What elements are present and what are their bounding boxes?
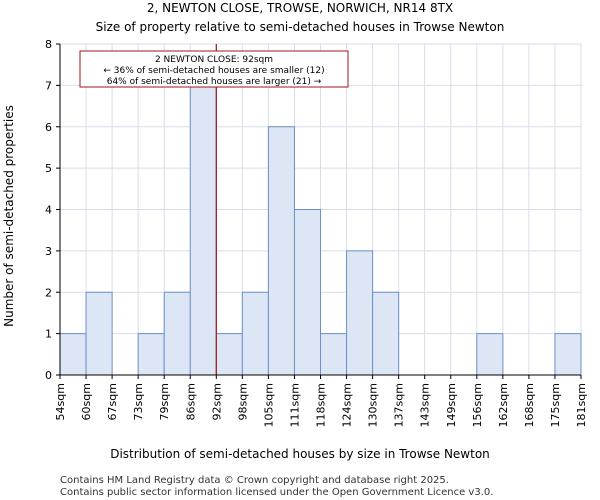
chart-title-address: 2, NEWTON CLOSE, TROWSE, NORWICH, NR14 8… xyxy=(147,1,453,15)
x-tick-label: 111sqm xyxy=(288,383,301,427)
x-tick-label: 79sqm xyxy=(158,383,171,420)
footer-line-2: Contains public sector information licen… xyxy=(60,487,493,498)
y-tick-label: 5 xyxy=(45,162,52,175)
y-ticks: 0 1 2 3 4 5 6 7 8 xyxy=(45,38,60,382)
x-tick-label: 149sqm xyxy=(445,383,458,427)
bar-73sqm xyxy=(137,333,165,376)
y-tick-label: 6 xyxy=(45,121,52,134)
bar-111sqm xyxy=(293,209,322,376)
bar-60sqm xyxy=(85,291,113,376)
y-tick-label: 7 xyxy=(45,79,52,92)
x-tick-label: 118sqm xyxy=(315,383,328,427)
bar-92sqm xyxy=(215,333,243,376)
x-tick-label: 92sqm xyxy=(210,383,223,420)
x-tick-label: 143sqm xyxy=(419,383,432,427)
chart-title-subtitle: Size of property relative to semi-detach… xyxy=(96,20,505,34)
bar-79sqm xyxy=(163,291,191,376)
annotation-box: 2 NEWTON CLOSE: 92sqm ← 36% of semi-deta… xyxy=(79,50,349,88)
x-tick-label: 60sqm xyxy=(80,383,93,420)
x-axis-label: Distribution of semi-detached houses by … xyxy=(110,447,490,461)
x-tick-label: 67sqm xyxy=(106,383,119,420)
x-tick-label: 156sqm xyxy=(471,383,484,427)
bar-105sqm xyxy=(267,126,295,376)
x-tick-label: 54sqm xyxy=(54,383,67,420)
x-tick-label: 98sqm xyxy=(236,383,249,420)
bar-130sqm xyxy=(372,291,400,376)
y-axis-label: Number of semi-detached properties xyxy=(2,105,16,327)
y-tick-label: 4 xyxy=(45,204,52,217)
bar-54sqm xyxy=(59,333,87,376)
annotation-title: 2 NEWTON CLOSE: 92sqm xyxy=(155,55,273,65)
y-tick-label: 8 xyxy=(45,38,52,51)
x-tick-label: 105sqm xyxy=(262,383,275,427)
y-tick-label: 3 xyxy=(45,245,52,258)
x-tick-label: 168sqm xyxy=(523,383,536,427)
footer-line-1: Contains HM Land Registry data © Crown c… xyxy=(60,475,449,486)
x-tick-label: 130sqm xyxy=(367,383,380,427)
bar-118sqm xyxy=(320,333,348,376)
bar-98sqm xyxy=(241,291,269,376)
x-tick-label: 181sqm xyxy=(575,383,588,427)
x-ticks: 54sqm 60sqm 67sqm 73sqm 79sqm 86sqm 92sqm 98sqm… xyxy=(54,375,588,427)
bar-86sqm xyxy=(189,84,217,376)
x-tick-label: 162sqm xyxy=(497,383,510,427)
x-tick-label: 73sqm xyxy=(132,383,145,420)
bar-175sqm xyxy=(554,333,582,376)
y-tick-label: 0 xyxy=(45,369,52,382)
annotation-smaller: ← 36% of semi-detached houses are smalle… xyxy=(103,66,324,76)
bar-156sqm xyxy=(476,333,504,376)
x-tick-label: 137sqm xyxy=(393,383,406,427)
bars xyxy=(59,84,582,376)
x-tick-label: 86sqm xyxy=(184,383,197,420)
bar-124sqm xyxy=(346,250,374,376)
x-tick-label: 124sqm xyxy=(341,383,354,427)
x-tick-label: 175sqm xyxy=(549,383,562,427)
annotation-larger: 64% of semi-detached houses are larger (… xyxy=(107,77,322,87)
y-tick-label: 1 xyxy=(45,328,52,341)
annotation-border xyxy=(79,50,349,88)
y-tick-label: 2 xyxy=(45,286,52,299)
